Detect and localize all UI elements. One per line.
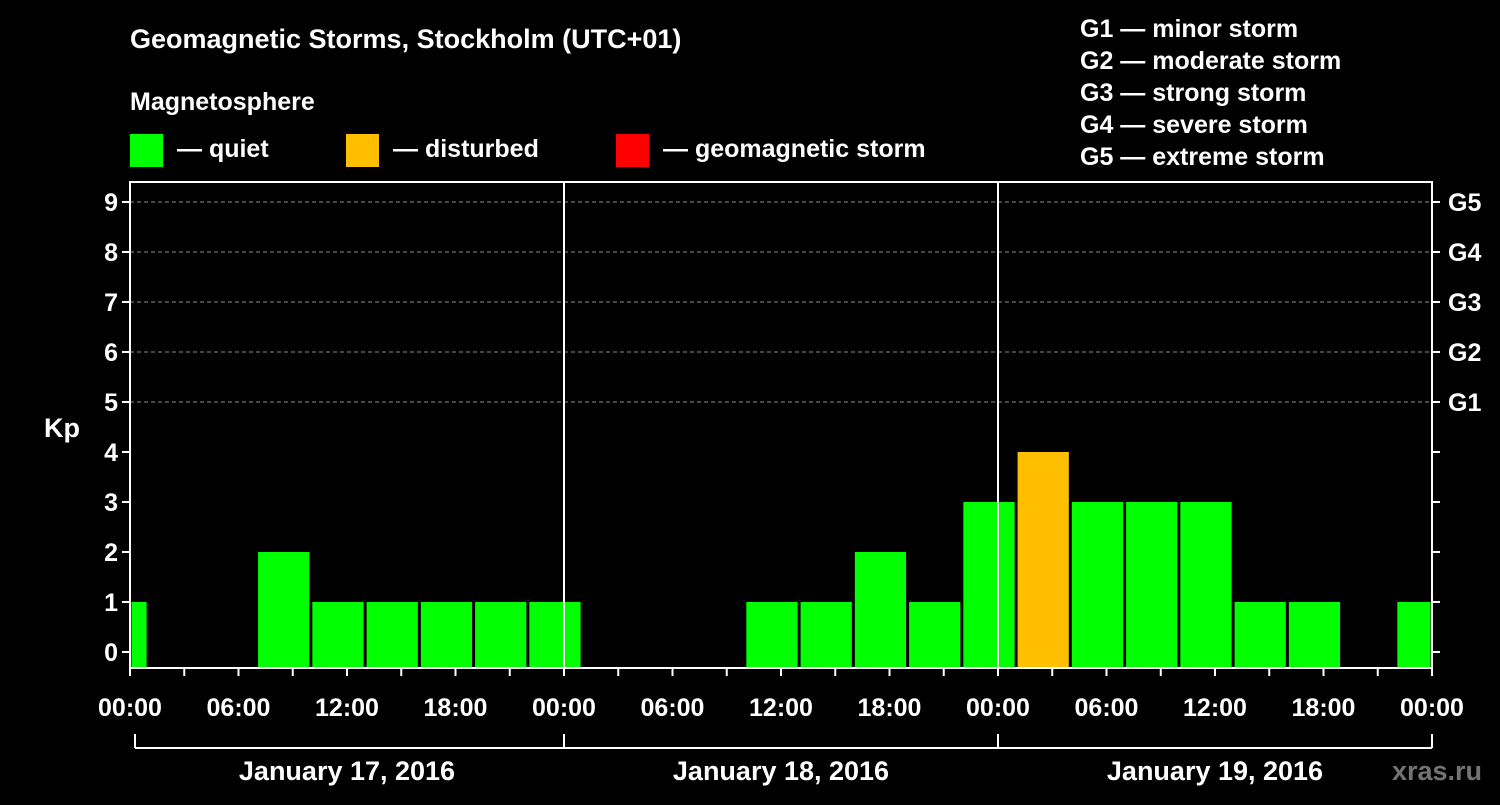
legend-label-storm: — geomagnetic storm [663,135,926,163]
kp-bar-10 [909,602,961,668]
day-label: January 19, 2016 [1107,756,1323,786]
kp-bar-17 [1288,602,1341,668]
legend-heading: Magnetosphere [130,88,315,116]
y-tick-label: 5 [104,389,118,417]
g-level-label: G1 [1448,389,1481,417]
g-level-label: G3 [1448,289,1481,317]
x-tick-label: 06:00 [207,694,271,722]
y-tick-label: 3 [104,489,118,517]
kp-bar-13 [1071,502,1124,668]
legend-label-disturbed: — disturbed [393,135,539,163]
kp-bar-9 [854,552,907,668]
storm-scale-g1: G1 — minor storm [1080,15,1298,43]
y-tick-label: 4 [104,439,118,467]
x-tick-label: 00:00 [966,694,1030,722]
storm-scale-g2: G2 — moderate storm [1080,47,1341,75]
grid-lines [130,201,1432,403]
x-tick-label: 00:00 [1400,694,1464,722]
kp-bar-16 [1234,602,1286,668]
x-tick-label: 06:00 [641,694,705,722]
kp-bar-6 [529,602,581,668]
kp-bar-0 [131,602,147,668]
kp-bar-5 [475,602,527,668]
y-tick-label: 1 [104,589,118,617]
kp-bar-2 [312,602,364,668]
x-tick-label: 18:00 [424,694,488,722]
g-level-label: G2 [1448,339,1481,367]
kp-bar-3 [366,602,418,668]
x-tick-label: 00:00 [98,694,162,722]
x-tick-label: 18:00 [1292,694,1356,722]
g-level-label: G5 [1448,189,1481,217]
legend-swatch-quiet [130,134,163,167]
y-tick-label: 2 [104,539,118,567]
legend-swatch-disturbed [346,134,379,167]
day-label: January 18, 2016 [673,756,889,786]
storm-scale-g5: G5 — extreme storm [1080,143,1325,171]
storm-scale-g4: G4 — severe storm [1080,111,1308,139]
legend-label-quiet: — quiet [177,135,269,163]
kp-bar-12 [1017,452,1069,668]
y-axis-label: Kp [44,413,80,443]
x-tick-label: 06:00 [1075,694,1139,722]
kp-bar-15 [1180,502,1232,668]
day-label: January 17, 2016 [239,756,455,786]
watermark: xras.ru [1392,756,1482,786]
y-tick-label: 7 [104,289,118,317]
y-tick-label: 6 [104,339,118,367]
legend-swatch-storm [616,134,649,167]
x-tick-label: 12:00 [749,694,813,722]
kp-bar-18 [1397,602,1431,668]
x-tick-label: 00:00 [532,694,596,722]
kp-bar-4 [420,602,473,668]
plot-frame [129,181,1433,669]
x-tick-label: 12:00 [315,694,379,722]
g-level-label: G4 [1448,239,1481,267]
y-tick-label: 0 [104,639,118,667]
kp-bar-11 [963,502,1015,668]
kp-bar-14 [1126,502,1178,668]
x-tick-label: 12:00 [1183,694,1247,722]
kp-bar-8 [800,602,852,668]
storm-scale-g3: G3 — strong storm [1080,79,1306,107]
chart-title: Geomagnetic Storms, Stockholm (UTC+01) [130,24,681,54]
y-tick-label: 9 [104,189,118,217]
kp-bar-7 [746,602,798,668]
x-tick-label: 18:00 [858,694,922,722]
y-tick-label: 8 [104,239,118,267]
axes: 0 1 2 3 4 5 6 7 8 9 G1 G2 G3 G4 G5 00:00 06:00 12:00 18:00… [98,181,1481,786]
kp-bar-1 [258,552,310,668]
bars [131,452,1431,668]
